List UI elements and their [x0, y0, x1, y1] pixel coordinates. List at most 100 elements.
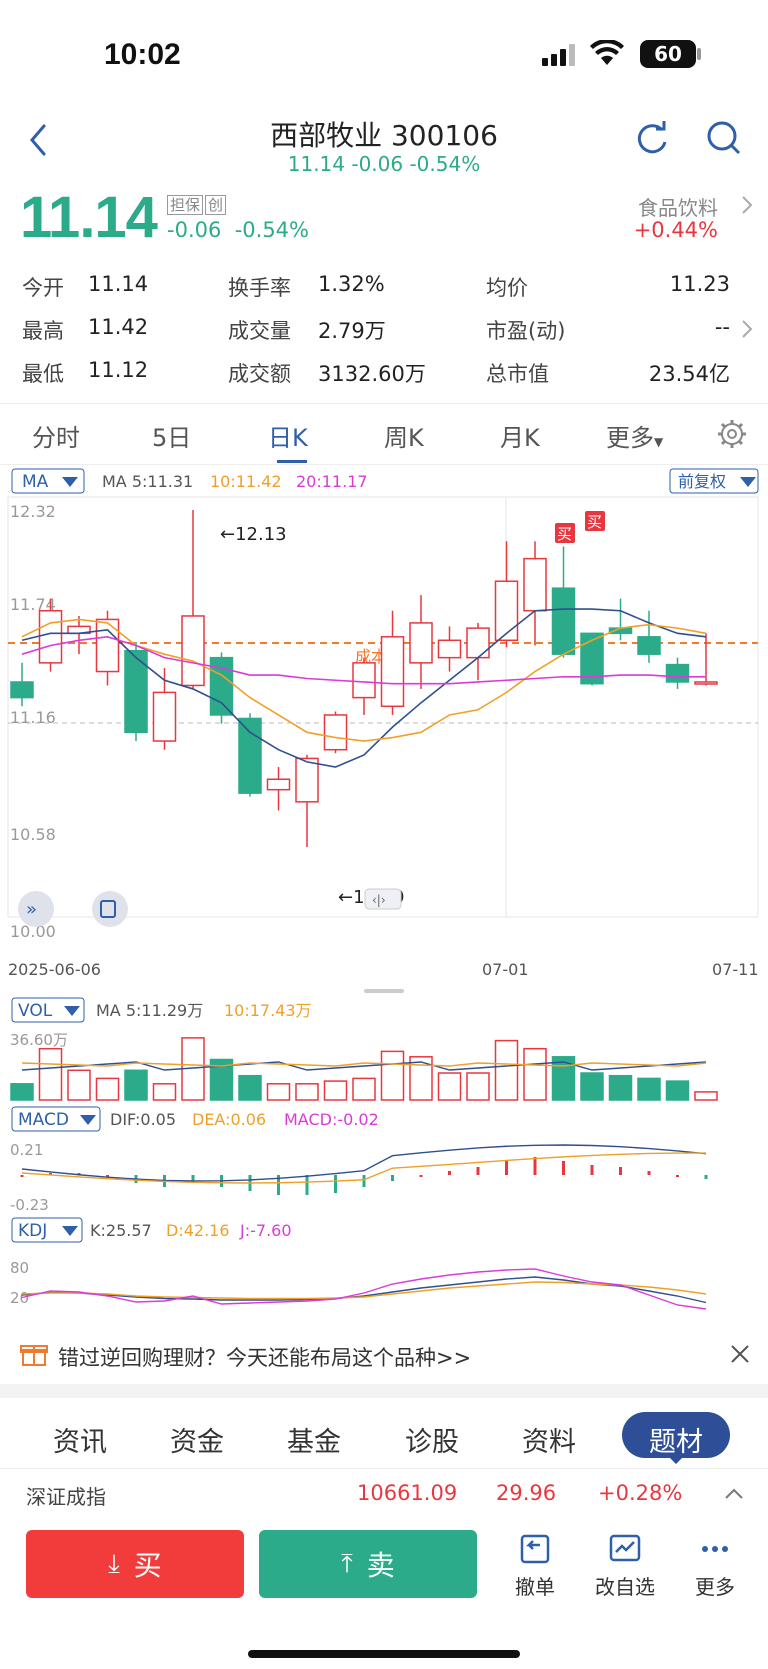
chevron-up-icon[interactable]: [724, 1485, 744, 1504]
candle-body: [494, 580, 519, 642]
tab-news[interactable]: 资讯: [53, 1427, 107, 1458]
candle-body: [637, 636, 661, 655]
back-icon[interactable]: [24, 120, 54, 160]
ma-selector-box[interactable]: [11, 468, 85, 494]
tab-profile[interactable]: 资料: [522, 1427, 576, 1458]
buy-marker-1-label: 买: [557, 525, 572, 543]
ma5-label: MA 5:11.31: [102, 472, 193, 491]
trade-bar: ⤓ 买 ⤒ 卖 撤单 改自选 更多: [0, 1520, 768, 1669]
kline-chart-area[interactable]: MA MA 5:11.31 10:11.42 20:11.17 前复权 12.3…: [0, 465, 768, 1325]
tab-more[interactable]: 更多▼: [606, 418, 663, 453]
sector-name[interactable]: 食品饮料: [638, 196, 718, 220]
tab-fund[interactable]: 基金: [287, 1427, 341, 1458]
rotate-button[interactable]: [92, 891, 128, 927]
avg-label: 均价: [486, 276, 528, 300]
pe-chevron-icon[interactable]: [740, 318, 754, 344]
buy-marker-2-label: 买: [587, 513, 602, 531]
volume-bar: [152, 1083, 177, 1101]
close-icon[interactable]: [728, 1342, 752, 1366]
candle-body: [181, 615, 205, 687]
tab-5day[interactable]: 5日: [152, 424, 192, 452]
panel-drag-handle[interactable]: [364, 989, 404, 993]
kdj-j-line: [21, 1268, 707, 1310]
refresh-icon[interactable]: [632, 118, 672, 158]
settings-icon[interactable]: [716, 418, 748, 450]
tab-weekly-k[interactable]: 周K: [384, 424, 424, 452]
dif-line: [21, 1144, 707, 1182]
macd-bar: [505, 1161, 508, 1175]
kdj-d: D:42.16: [166, 1221, 230, 1240]
tab-monthly-k[interactable]: 月K: [500, 424, 540, 452]
macd-bar: [419, 1175, 423, 1177]
tab-more-label: 更多: [606, 424, 654, 452]
kdj-selector[interactable]: KDJ: [18, 1221, 47, 1241]
tab-theme-pill[interactable]: [622, 1412, 730, 1458]
buy-icon: ⤓: [108, 1548, 120, 1579]
nav-header: 西部牧业 300106 11.14 -0.06 -0.54%: [0, 110, 768, 180]
candle-body: [523, 557, 547, 612]
macd-selector[interactable]: MACD: [18, 1110, 69, 1130]
tab-theme[interactable]: 题材: [649, 1427, 703, 1458]
candle-body: [95, 618, 120, 673]
scroll-handle[interactable]: [364, 888, 402, 910]
signal-icon: [541, 44, 577, 66]
index-ticker[interactable]: 深证成指 10661.09 29.96 +0.28%: [0, 1468, 768, 1520]
macd-bottom-label: -0.23: [10, 1196, 49, 1214]
sell-button[interactable]: ⤒ 卖: [259, 1530, 477, 1598]
macd-bar: [533, 1157, 537, 1175]
kdj-dropdown-icon: [62, 1226, 78, 1236]
macd-bar: [391, 1175, 394, 1181]
expand-button[interactable]: [18, 891, 54, 927]
more-actions-button[interactable]: 更多: [680, 1532, 750, 1600]
candle-body: [10, 681, 34, 699]
volume-bar: [266, 1083, 291, 1101]
tab-daily-k[interactable]: 日K: [268, 424, 308, 452]
ma-lines-group: [21, 608, 707, 768]
volume-bar: [95, 1077, 120, 1101]
vol-ma10-line: [21, 1062, 707, 1067]
adjust-box[interactable]: [669, 468, 759, 494]
kdj-selector-box[interactable]: [11, 1217, 83, 1243]
low-label: 最低: [22, 362, 64, 386]
page-subtitle: 11.14 -0.06 -0.54%: [287, 152, 481, 176]
promo-banner[interactable]: 错过逆回购理财？今天还能布局这个品种>>: [0, 1328, 768, 1384]
chevron-right-icon[interactable]: [740, 194, 754, 220]
edit-watchlist-label: 改自选: [595, 1575, 655, 1599]
candle-body: [380, 636, 405, 708]
candle-body: [437, 639, 462, 659]
adjust-selector[interactable]: 前复权: [678, 472, 726, 491]
kline-chart-svg[interactable]: MA MA 5:11.31 10:11.42 20:11.17 前复权 12.3…: [0, 465, 768, 1325]
high-label: 最高: [22, 319, 64, 343]
volume-bar: [10, 1083, 34, 1101]
macd-bar: [277, 1175, 280, 1195]
vol-selector[interactable]: VOL: [18, 1001, 53, 1021]
ma-selector[interactable]: MA: [22, 472, 49, 492]
ma20-label: 20:11.17: [296, 472, 368, 491]
edit-watchlist-button[interactable]: 改自选: [590, 1532, 660, 1600]
macd-bar: [362, 1175, 366, 1187]
volume-bar: [209, 1058, 234, 1101]
tab-funds-flow[interactable]: 资金: [170, 1427, 224, 1458]
volume-bar: [67, 1069, 91, 1101]
volume-bar: [466, 1072, 490, 1101]
tab-diagnosis[interactable]: 诊股: [405, 1427, 459, 1458]
buy-button[interactable]: ⤓ 买: [26, 1530, 244, 1598]
vol-selector-box[interactable]: [11, 997, 85, 1023]
macd-selector-box[interactable]: [11, 1106, 101, 1132]
section-divider: [0, 1384, 768, 1398]
tab-pointer: [668, 1456, 684, 1464]
vol-ma5-line: [21, 1061, 707, 1071]
ma20-line: [21, 635, 706, 685]
search-icon[interactable]: [704, 118, 744, 158]
rotate-icon: [100, 900, 116, 918]
cancel-order-button[interactable]: 撤单: [500, 1532, 570, 1600]
macd-bar: [106, 1175, 109, 1177]
tag-guarantee: 担保: [167, 195, 204, 215]
kdj-d-line: [21, 1281, 707, 1300]
buy-marker-2: [585, 511, 605, 531]
banner-text[interactable]: 错过逆回购理财？今天还能布局这个品种>>: [58, 1346, 472, 1370]
tab-intraday[interactable]: 分时: [32, 424, 80, 452]
buy-button-label: 买: [133, 1549, 162, 1582]
turnover-value: 1.32%: [318, 272, 385, 296]
more-dots-icon: [702, 1546, 728, 1552]
